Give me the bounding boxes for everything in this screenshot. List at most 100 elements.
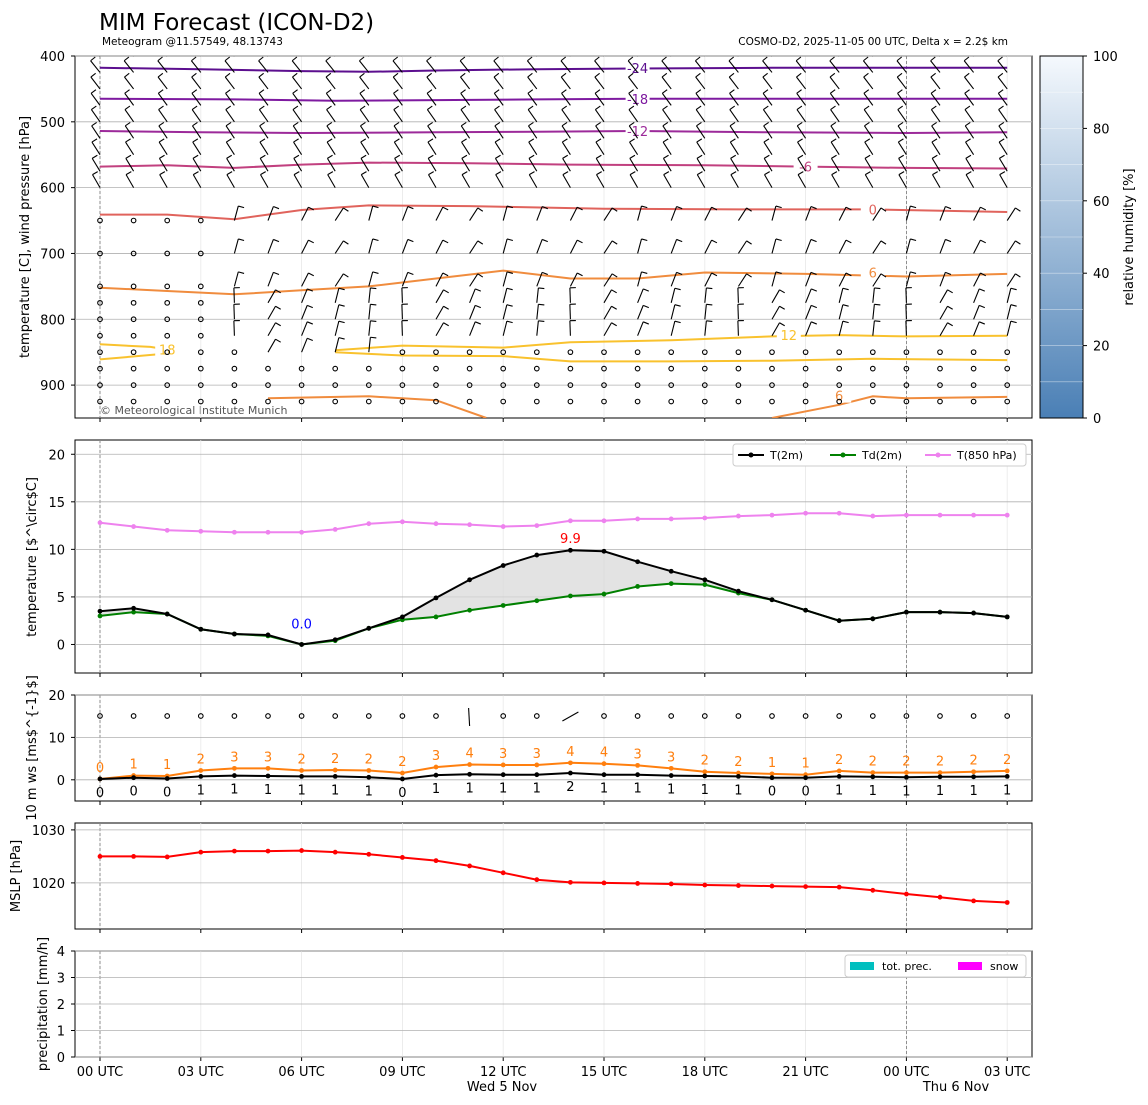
wind-barb xyxy=(327,174,336,188)
wind-barb xyxy=(964,92,975,106)
speed-value-label: 1 xyxy=(1003,783,1011,798)
wind-barb xyxy=(267,239,274,254)
wind-barb-flag xyxy=(475,288,481,292)
wind-barb xyxy=(124,125,135,139)
wind-barb xyxy=(670,206,678,221)
wind-barb xyxy=(569,304,571,320)
wind-barb-flag xyxy=(226,171,233,176)
wind-barb xyxy=(224,76,235,90)
wind-barb-flag xyxy=(594,41,599,45)
data-point xyxy=(467,522,472,528)
wind-barb xyxy=(628,125,639,139)
wind-barb-flag xyxy=(307,288,313,292)
wind-barb-flag xyxy=(880,240,887,245)
legend-label-snow: snow xyxy=(990,960,1018,973)
wind-barb-flag xyxy=(90,56,96,62)
wind-barb xyxy=(427,158,437,172)
wind-barb xyxy=(358,60,370,73)
wind-calm-marker xyxy=(567,365,574,372)
wind-barb xyxy=(737,240,748,254)
wind-barb-flag xyxy=(676,206,683,210)
data-point xyxy=(836,884,842,890)
data-point xyxy=(568,770,573,776)
wind-barb-flag xyxy=(124,105,131,110)
y-tick-label: 500 xyxy=(40,116,65,131)
wind-barb xyxy=(157,76,168,90)
wind-calm-marker xyxy=(365,382,372,388)
wind-calm-marker xyxy=(533,365,540,372)
wind-calm-marker xyxy=(701,398,708,405)
wind-barb xyxy=(528,141,538,156)
wind-calm-marker xyxy=(769,365,775,372)
wind-barb xyxy=(637,271,643,287)
wind-barb-flag xyxy=(125,138,131,143)
data-point xyxy=(668,516,674,522)
wind-calm-marker xyxy=(130,316,137,323)
data-point xyxy=(265,632,271,638)
wind-barb xyxy=(461,158,471,172)
wind-calm-marker xyxy=(399,349,406,356)
wind-calm-marker xyxy=(197,316,204,323)
data-point xyxy=(97,853,103,859)
wind-barb-flag xyxy=(979,288,985,292)
gust-value-label: 3 xyxy=(264,750,272,765)
wind-barb-flag xyxy=(863,56,869,62)
data-point xyxy=(332,849,338,855)
wind-barb xyxy=(637,321,644,336)
wind-barb-flag xyxy=(238,271,245,274)
data-point xyxy=(937,512,943,518)
wind-calm-marker xyxy=(533,349,540,356)
wind-barb-flag xyxy=(260,171,266,176)
wind-barb-flag xyxy=(797,171,804,176)
wind-barb xyxy=(637,205,643,221)
wind-calm-marker xyxy=(231,349,238,356)
wind-barb xyxy=(301,338,308,353)
wind-barb xyxy=(527,76,538,90)
wind-calm-marker xyxy=(701,365,708,372)
wind-calm-marker xyxy=(869,382,876,388)
wind-barb-flag xyxy=(594,89,601,94)
wind-barb-flag xyxy=(293,154,300,159)
wind-barb-flag xyxy=(442,239,449,244)
wind-barb-flag xyxy=(1010,320,1017,324)
data-point xyxy=(635,881,640,886)
wind-barb xyxy=(435,239,444,254)
wind-barb xyxy=(233,238,239,254)
wind-barb-flag xyxy=(541,206,548,210)
wind-barb xyxy=(730,174,739,188)
data-point xyxy=(568,593,573,599)
wind-barb-flag xyxy=(863,72,869,78)
data-point xyxy=(635,516,640,522)
wind-barb-flag xyxy=(343,207,349,212)
data-point xyxy=(232,773,237,778)
copyright-note: © Meteorological Institute Munich xyxy=(100,404,287,417)
x-tick-label: 00 UTC xyxy=(77,1065,123,1080)
wind-barb-flag xyxy=(193,171,199,176)
wind-barb xyxy=(469,305,476,320)
data-point xyxy=(904,774,909,780)
wind-barb xyxy=(829,92,840,106)
wind-barb xyxy=(696,158,706,172)
y-tick-label: 800 xyxy=(40,313,65,328)
y-tick-label: 4 xyxy=(57,945,65,960)
wind-barb xyxy=(805,305,812,320)
wind-barb xyxy=(795,60,807,73)
legend-label-t2m: T(2m) xyxy=(769,449,803,462)
wind-barb-flag xyxy=(461,171,468,176)
wind-calm-marker xyxy=(970,398,977,405)
wind-barb-flag xyxy=(275,322,281,327)
wind-barb xyxy=(964,125,975,139)
wind-barb-flag xyxy=(460,41,465,45)
wind-barb-flag xyxy=(327,171,334,176)
wind-barb xyxy=(897,125,907,139)
wind-barb xyxy=(569,239,578,254)
data-point xyxy=(702,582,708,587)
data-point xyxy=(433,521,439,527)
wind-barb-flag xyxy=(696,154,703,159)
wind-barb xyxy=(468,707,471,727)
wind-barb-flag xyxy=(896,72,903,78)
wind-barb-flag xyxy=(746,240,752,245)
gust-value-label: 1 xyxy=(801,757,809,772)
speed-value-label: 1 xyxy=(365,784,373,799)
speed-value-label: 1 xyxy=(465,781,473,796)
